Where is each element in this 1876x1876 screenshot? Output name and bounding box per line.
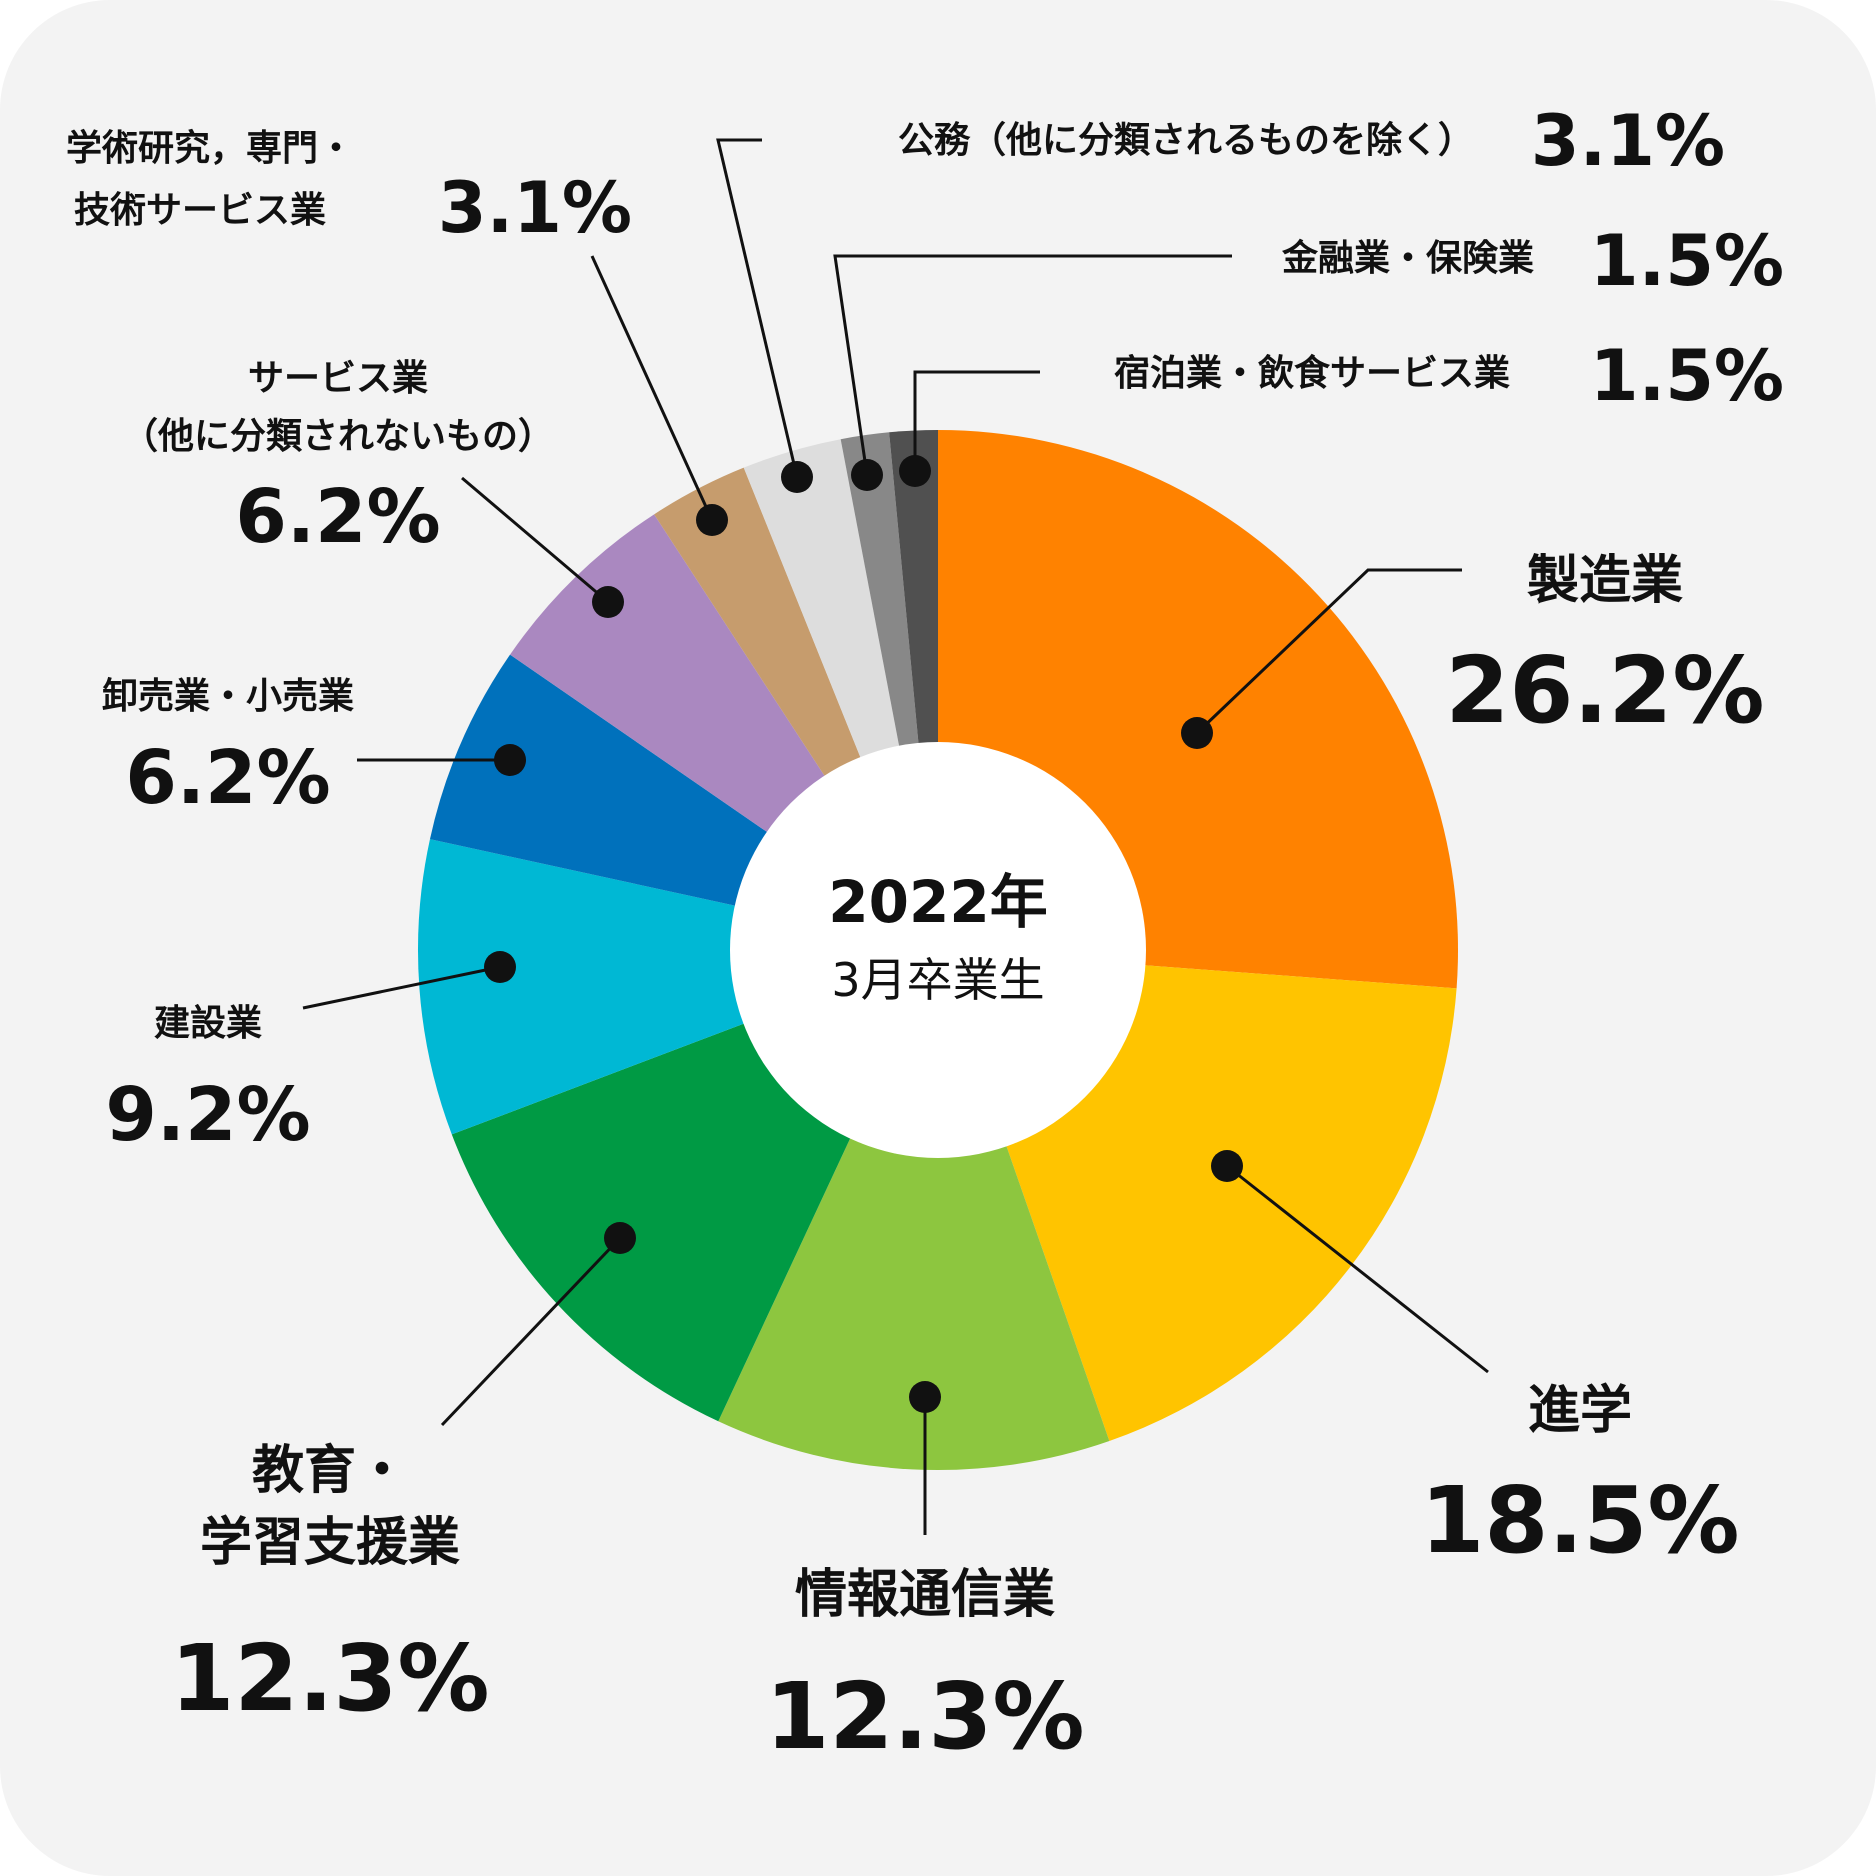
- leader-dot-information: [909, 1381, 941, 1413]
- leader-line-hospitality: [913, 370, 1040, 471]
- label-education-line2: 学習支援業: [200, 1513, 460, 1573]
- leader-line-education: [440, 1236, 622, 1427]
- value-finance: 1.5%: [1590, 220, 1784, 302]
- value-information: 12.3%: [765, 1663, 1084, 1770]
- leader-dot-education: [604, 1222, 636, 1254]
- label-education-line1: 教育・: [252, 1441, 408, 1501]
- leader-dot-academic: [696, 504, 728, 536]
- label-services-line2: （他に分類されないもの）: [122, 416, 554, 457]
- leader-dot-further-study: [1211, 1150, 1243, 1182]
- leader-dots: [484, 455, 1243, 1413]
- leader-line-further-study: [1226, 1164, 1489, 1374]
- leader-lines: [302, 138, 1489, 1535]
- label-public: 公務（他に分類されるものを除く）: [898, 120, 1474, 161]
- label-information: 情報通信業: [795, 1565, 1055, 1625]
- label-manufacturing: 製造業: [1527, 551, 1683, 611]
- value-public: 3.1%: [1531, 100, 1725, 182]
- center-hole: [730, 742, 1146, 1158]
- label-finance: 金融業・保険業: [1281, 237, 1534, 279]
- center-label-year: 2022年: [828, 868, 1047, 936]
- label-academic-line2: 技術サービス業: [74, 190, 326, 231]
- leader-line-manufacturing: [1195, 568, 1462, 735]
- leader-line-services: [461, 476, 609, 604]
- value-further-study: 18.5%: [1420, 1467, 1739, 1574]
- value-wholesale: 6.2%: [125, 735, 330, 821]
- label-services-line1: サービス業: [248, 358, 428, 399]
- label-academic-line1: 学術研究，専門・: [66, 127, 354, 169]
- center-label-sub: 3月卒業生: [831, 953, 1044, 1007]
- leader-dot-wholesale: [494, 744, 526, 776]
- label-wholesale: 卸売業・小売業: [102, 676, 354, 717]
- leader-dot-services: [592, 586, 624, 618]
- leader-line-public: [716, 138, 799, 478]
- label-hospitality: 宿泊業・飲食サービス業: [1114, 353, 1510, 394]
- leader-dot-construction: [484, 951, 516, 983]
- value-services: 6.2%: [235, 474, 440, 560]
- leader-dot-public: [781, 461, 813, 493]
- pie-slice-2: [718, 950, 1110, 1470]
- pie-slice-4: [418, 839, 938, 1135]
- value-education: 12.3%: [170, 1625, 489, 1732]
- value-academic: 3.1%: [438, 167, 632, 249]
- leader-line-finance: [833, 254, 1232, 476]
- value-construction: 9.2%: [105, 1072, 310, 1158]
- leader-line-construction: [302, 965, 501, 1010]
- leader-dot-finance: [851, 459, 883, 491]
- leader-line-academic: [590, 255, 714, 521]
- value-hospitality: 1.5%: [1590, 335, 1784, 417]
- value-manufacturing: 26.2%: [1445, 637, 1764, 744]
- label-further-study: 進学: [1528, 1381, 1632, 1441]
- label-construction: 建設業: [154, 1003, 262, 1044]
- leader-dot-manufacturing: [1181, 717, 1213, 749]
- leader-dot-hospitality: [899, 455, 931, 487]
